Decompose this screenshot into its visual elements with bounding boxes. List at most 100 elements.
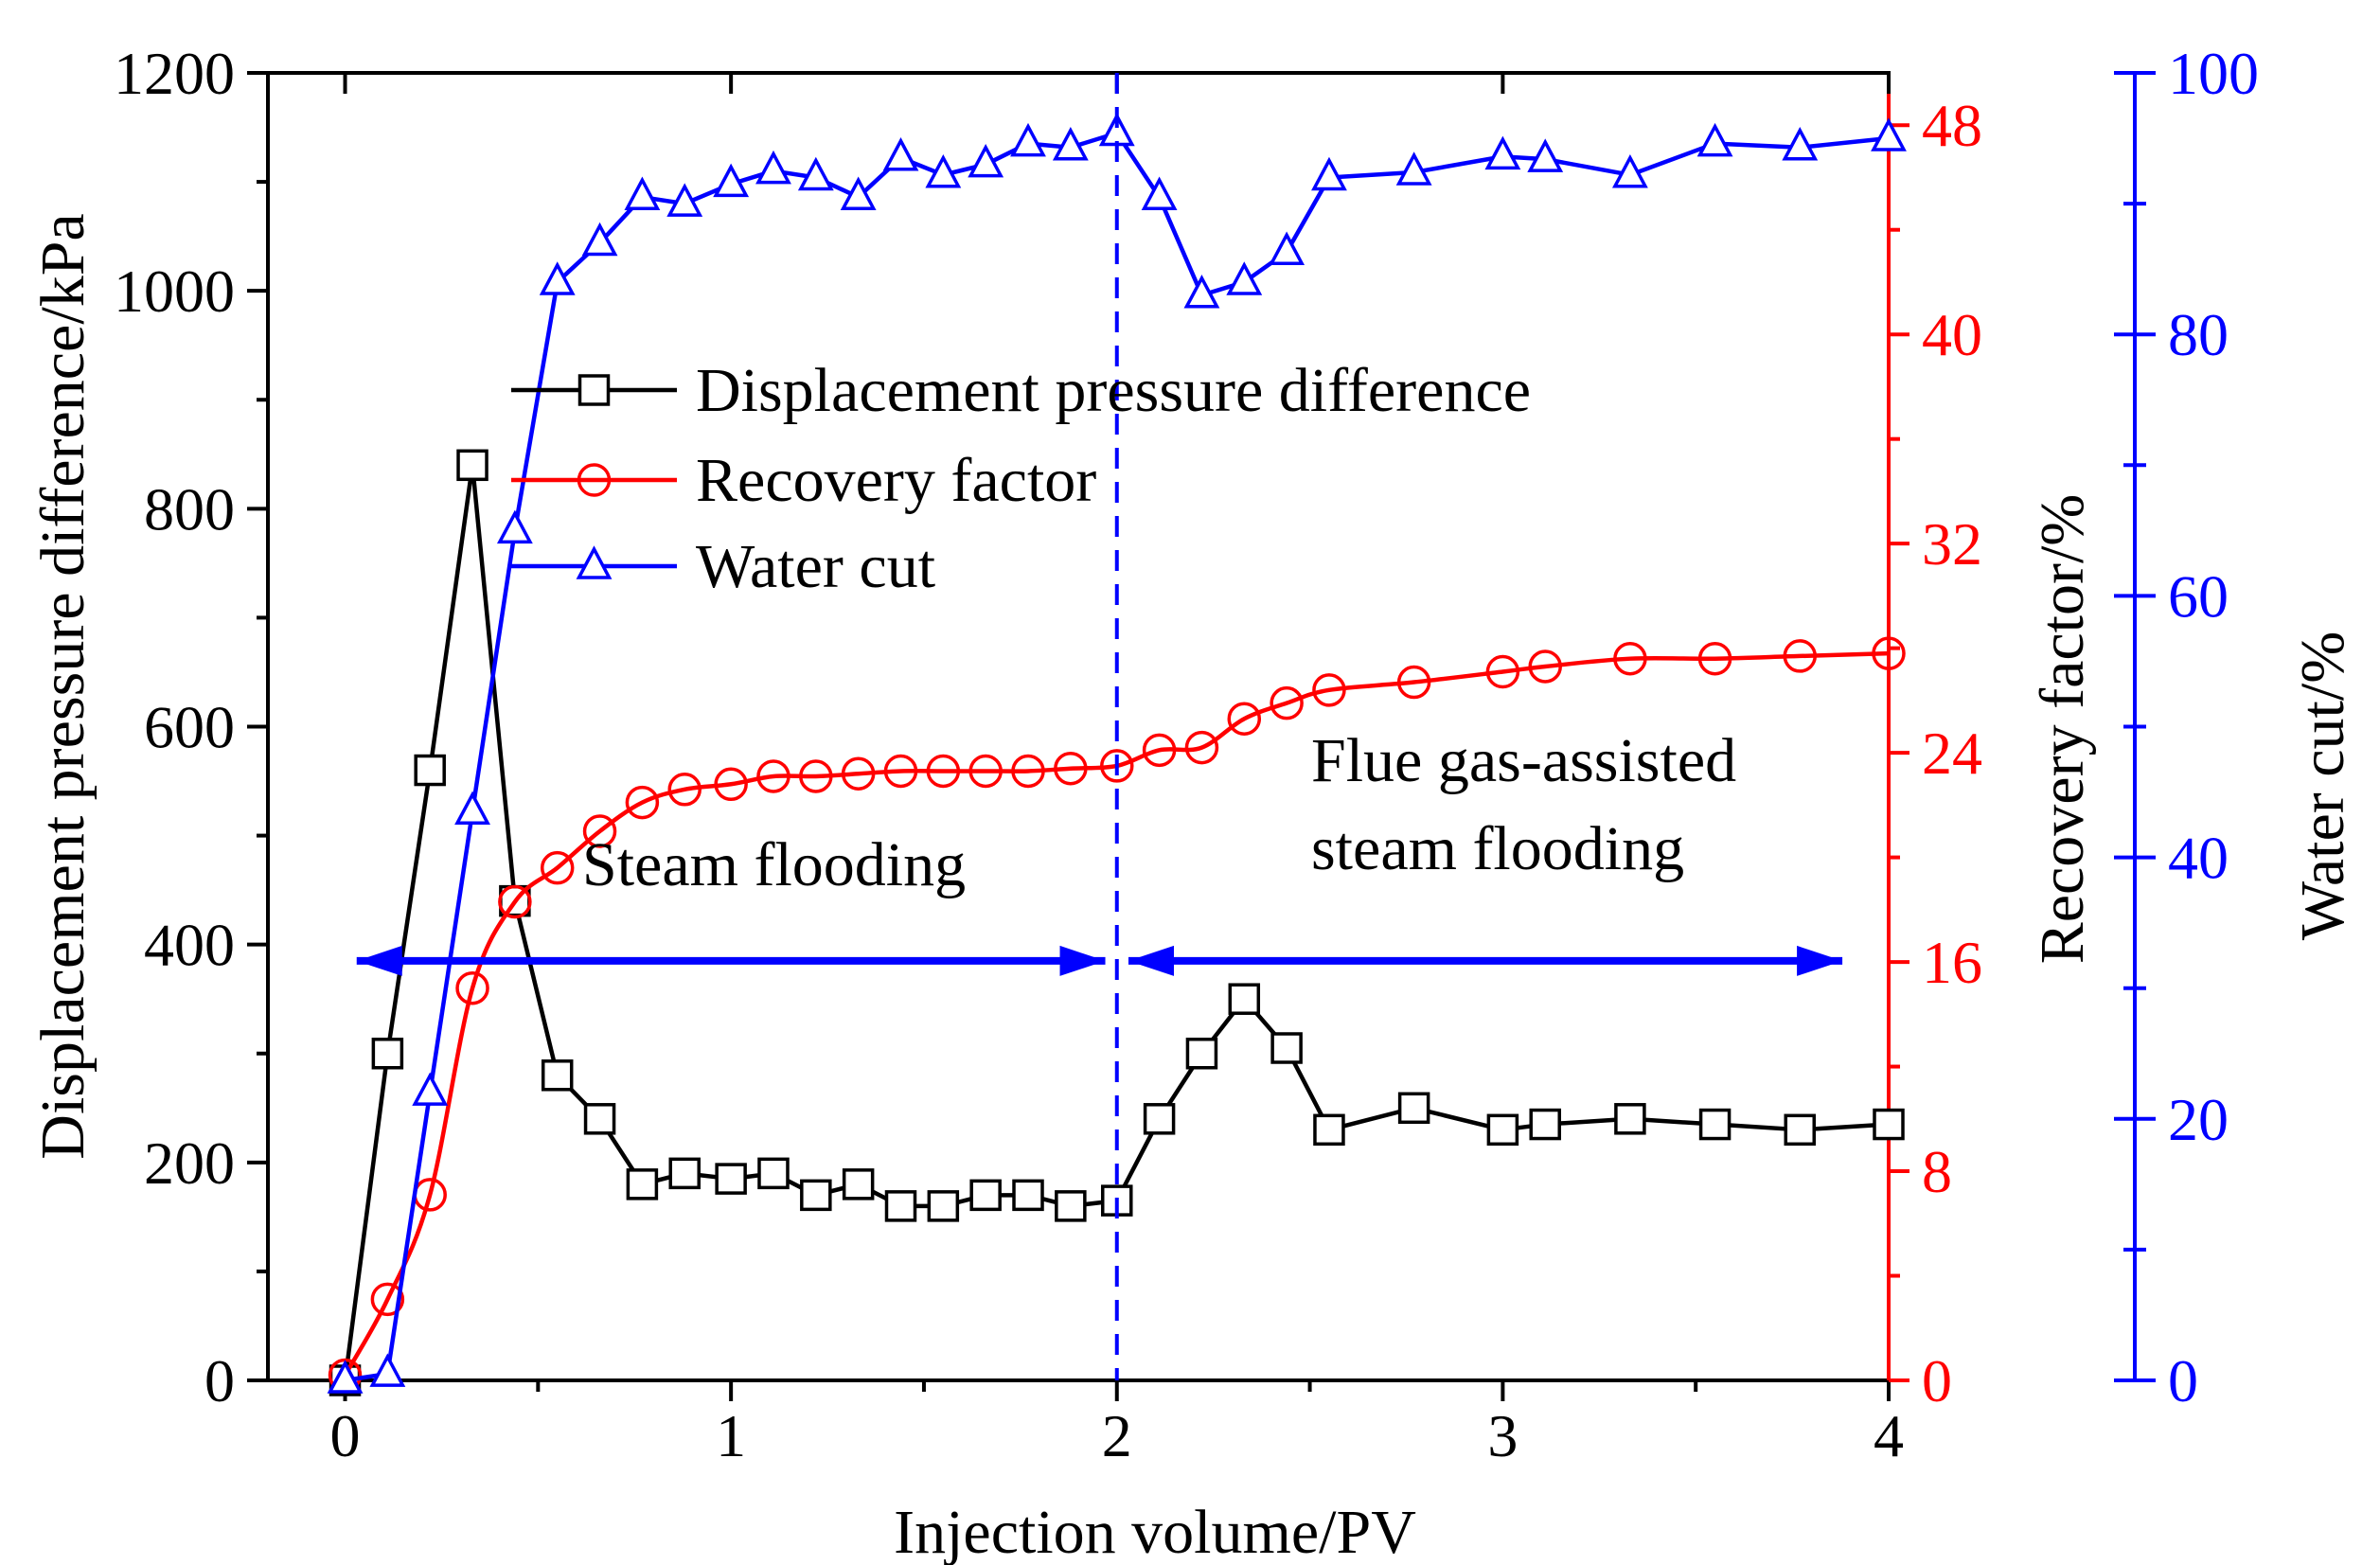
data-point — [1183, 275, 1220, 309]
data-point — [540, 850, 575, 885]
data-point — [1697, 641, 1732, 676]
recovery-tick-label: 0 — [1922, 1347, 1952, 1414]
data-point — [455, 970, 489, 1005]
legend-marker — [577, 463, 612, 497]
data-point — [927, 1190, 960, 1222]
data-point — [625, 785, 660, 820]
data-point — [667, 773, 702, 807]
data-point — [1269, 231, 1305, 265]
data-point — [1396, 665, 1431, 700]
data-point — [1012, 1179, 1044, 1212]
water-cut-tick-label: 20 — [2168, 1086, 2229, 1153]
recovery-tick-label: 48 — [1922, 92, 1982, 159]
arrow-head — [1059, 945, 1106, 976]
data-point — [583, 1103, 616, 1135]
data-point — [840, 176, 877, 210]
data-point — [968, 754, 1003, 789]
recovery-axis: 0 8 16 24 32 40 48 — [1889, 92, 1982, 1414]
data-point — [1611, 153, 1648, 188]
annotation-flue-gas-line1: Flue gas-assisted — [1311, 726, 1736, 795]
series-0 — [329, 449, 1905, 1396]
data-point — [370, 1282, 405, 1317]
water-cut-axis: 0 20 40 60 80 100 — [2114, 40, 2259, 1414]
data-point — [1784, 1113, 1816, 1147]
data-point — [668, 1157, 701, 1190]
recovery-tick-label: 24 — [1922, 720, 1982, 787]
x-axis: 0 1 2 3 4 — [330, 73, 1904, 1469]
data-point — [1312, 673, 1346, 707]
legend-label: Water cut — [696, 532, 935, 601]
data-point — [624, 176, 661, 210]
water-cut-tick-label: 40 — [2168, 825, 2229, 892]
data-point — [1871, 117, 1907, 151]
data-point — [581, 222, 618, 257]
arrow-head — [1128, 945, 1174, 976]
data-point — [456, 449, 488, 482]
data-point — [414, 754, 446, 787]
data-point — [539, 261, 576, 295]
data-point — [1613, 641, 1647, 676]
data-point — [1227, 702, 1262, 736]
data-point — [1485, 654, 1520, 689]
data-point — [1270, 685, 1304, 720]
legend-label: Recovery factor — [696, 446, 1096, 515]
recovery-axis-title: Recovery factor/% — [2028, 494, 2097, 965]
data-point — [1783, 639, 1817, 673]
legend-entry: Water cut — [511, 532, 935, 601]
data-point — [713, 163, 750, 198]
legend-label: Displacement pressure difference — [696, 356, 1531, 425]
data-point — [582, 814, 617, 848]
data-point — [412, 1072, 449, 1106]
data-point — [715, 1163, 747, 1195]
x-axis-title: Injection volume/PV — [894, 1498, 1416, 1565]
water-cut-tick-label: 0 — [2168, 1347, 2198, 1414]
x-tick-label: 3 — [1487, 1402, 1518, 1469]
water-cut-tick-label: 80 — [2168, 301, 2229, 368]
data-point — [797, 156, 834, 191]
data-point — [1185, 1038, 1218, 1070]
left-tick-label: 1000 — [114, 258, 235, 325]
data-point — [1141, 176, 1178, 210]
left-axis: 0 200 400 600 800 1000 1200 — [114, 40, 268, 1414]
data-point — [714, 767, 748, 802]
data-point — [1270, 1032, 1303, 1064]
data-point — [1614, 1103, 1646, 1135]
x-tick-label: 2 — [1102, 1402, 1132, 1469]
data-point — [1782, 126, 1819, 161]
data-point — [1142, 733, 1177, 768]
data-point — [1872, 636, 1906, 670]
recovery-tick-label: 16 — [1922, 929, 1982, 996]
x-tick-label: 1 — [716, 1402, 746, 1469]
data-point — [799, 759, 833, 793]
data-point — [327, 1360, 364, 1394]
data-point — [882, 137, 919, 171]
data-point — [1055, 1190, 1087, 1222]
data-point — [800, 1179, 832, 1212]
data-point — [541, 1059, 574, 1092]
data-point — [1184, 730, 1219, 765]
data-point — [1696, 122, 1733, 157]
annotation-flue-gas-line2: steam flooding — [1311, 814, 1684, 883]
data-point — [1011, 754, 1045, 789]
data-point — [842, 1168, 875, 1200]
data-point — [1010, 122, 1046, 157]
data-point — [755, 150, 791, 185]
data-point — [1484, 135, 1521, 170]
left-tick-label: 600 — [144, 694, 235, 761]
series-layer — [327, 112, 1907, 1396]
data-point — [884, 1190, 917, 1222]
left-tick-label: 800 — [144, 475, 235, 542]
data-point — [369, 1353, 406, 1387]
data-point — [1528, 649, 1562, 684]
data-point — [756, 759, 790, 793]
recovery-tick-label: 32 — [1922, 510, 1982, 578]
data-point — [883, 754, 918, 789]
legend-entry: Displacement pressure difference — [511, 356, 1531, 425]
data-point — [1143, 1103, 1176, 1135]
data-point — [498, 884, 532, 919]
data-point — [1313, 1113, 1345, 1147]
legend: Displacement pressure difference Recovery… — [511, 356, 1531, 601]
data-point — [1698, 1108, 1732, 1141]
arrow-head — [356, 945, 402, 976]
